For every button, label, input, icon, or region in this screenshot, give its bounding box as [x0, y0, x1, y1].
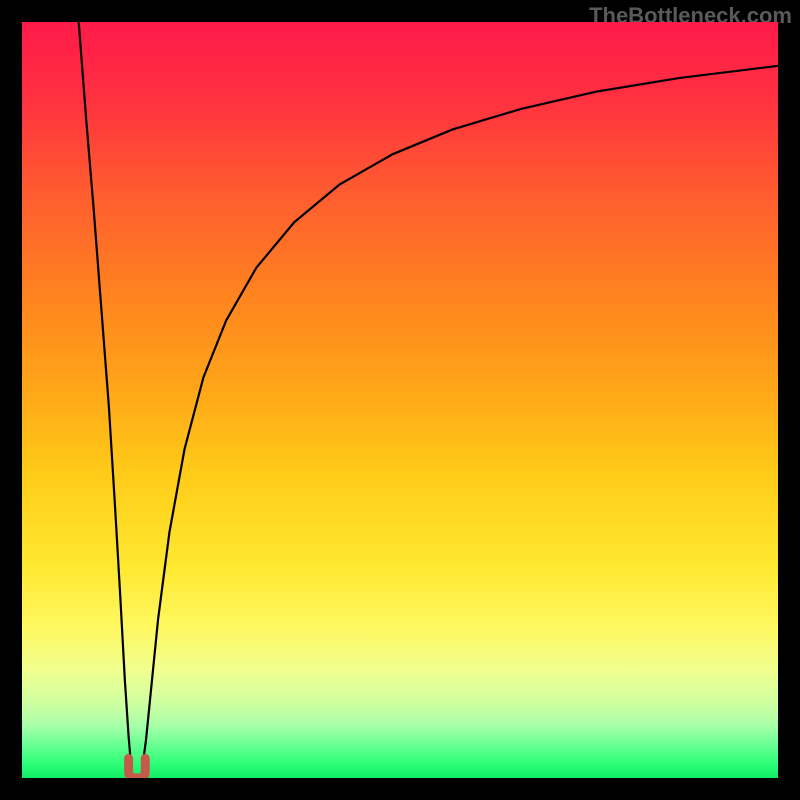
chart-svg: [22, 22, 778, 778]
plot-area: [22, 22, 778, 778]
chart-container: TheBottleneck.com: [0, 0, 800, 800]
gradient-background: [22, 22, 778, 778]
